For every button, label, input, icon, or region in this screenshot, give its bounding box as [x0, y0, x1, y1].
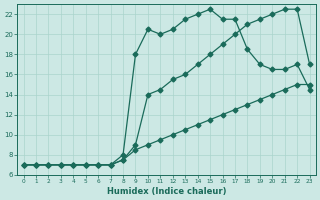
X-axis label: Humidex (Indice chaleur): Humidex (Indice chaleur) — [107, 187, 226, 196]
